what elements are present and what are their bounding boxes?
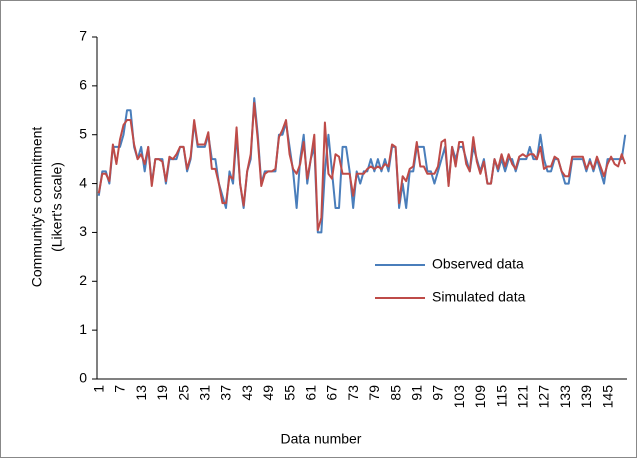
x-tick-label: 139	[578, 385, 594, 409]
y-tick-label: 6	[79, 77, 87, 93]
y-tick-label: 7	[79, 28, 87, 44]
x-tick-label: 31	[196, 385, 212, 401]
x-tick-label: 13	[133, 385, 149, 401]
x-tick-label: 73	[345, 385, 361, 401]
x-tick-label: 1	[90, 385, 106, 393]
x-tick-label: 55	[281, 385, 297, 401]
x-tick-label: 85	[387, 385, 403, 401]
x-tick-label: 25	[175, 385, 191, 401]
x-tick-label: 133	[557, 385, 573, 409]
legend-label: Observed data	[432, 256, 524, 272]
x-tick-label: 37	[218, 385, 234, 401]
x-tick-label: 109	[472, 385, 488, 409]
y-tick-label: 1	[79, 321, 87, 337]
x-tick-label: 49	[260, 385, 276, 401]
x-tick-label: 67	[324, 385, 340, 401]
x-tick-label: 79	[366, 385, 382, 401]
x-tick-label: 61	[302, 385, 318, 401]
y-tick-label: 5	[79, 125, 87, 141]
x-tick-label: 43	[239, 385, 255, 401]
x-tick-label: 145	[599, 385, 615, 409]
y-tick-label: 0	[79, 370, 87, 386]
x-tick-label: 127	[536, 385, 552, 409]
x-tick-label: 7	[112, 385, 128, 393]
x-tick-label: 19	[154, 385, 170, 401]
legend-label: Simulated data	[432, 289, 526, 305]
x-tick-label: 103	[451, 385, 467, 409]
y-axis-title: (Likert's scale)	[49, 162, 65, 252]
x-tick-label: 121	[514, 385, 530, 409]
x-tick-label: 91	[408, 385, 424, 401]
x-axis-title: Data number	[281, 431, 362, 447]
series-line	[97, 101, 627, 231]
y-axis-title: Community's commitment	[29, 127, 45, 288]
x-tick-label: 115	[493, 385, 509, 408]
y-tick-label: 2	[79, 272, 87, 288]
y-tick-label: 4	[79, 174, 87, 190]
y-tick-label: 3	[79, 223, 87, 239]
x-tick-label: 97	[430, 385, 446, 401]
